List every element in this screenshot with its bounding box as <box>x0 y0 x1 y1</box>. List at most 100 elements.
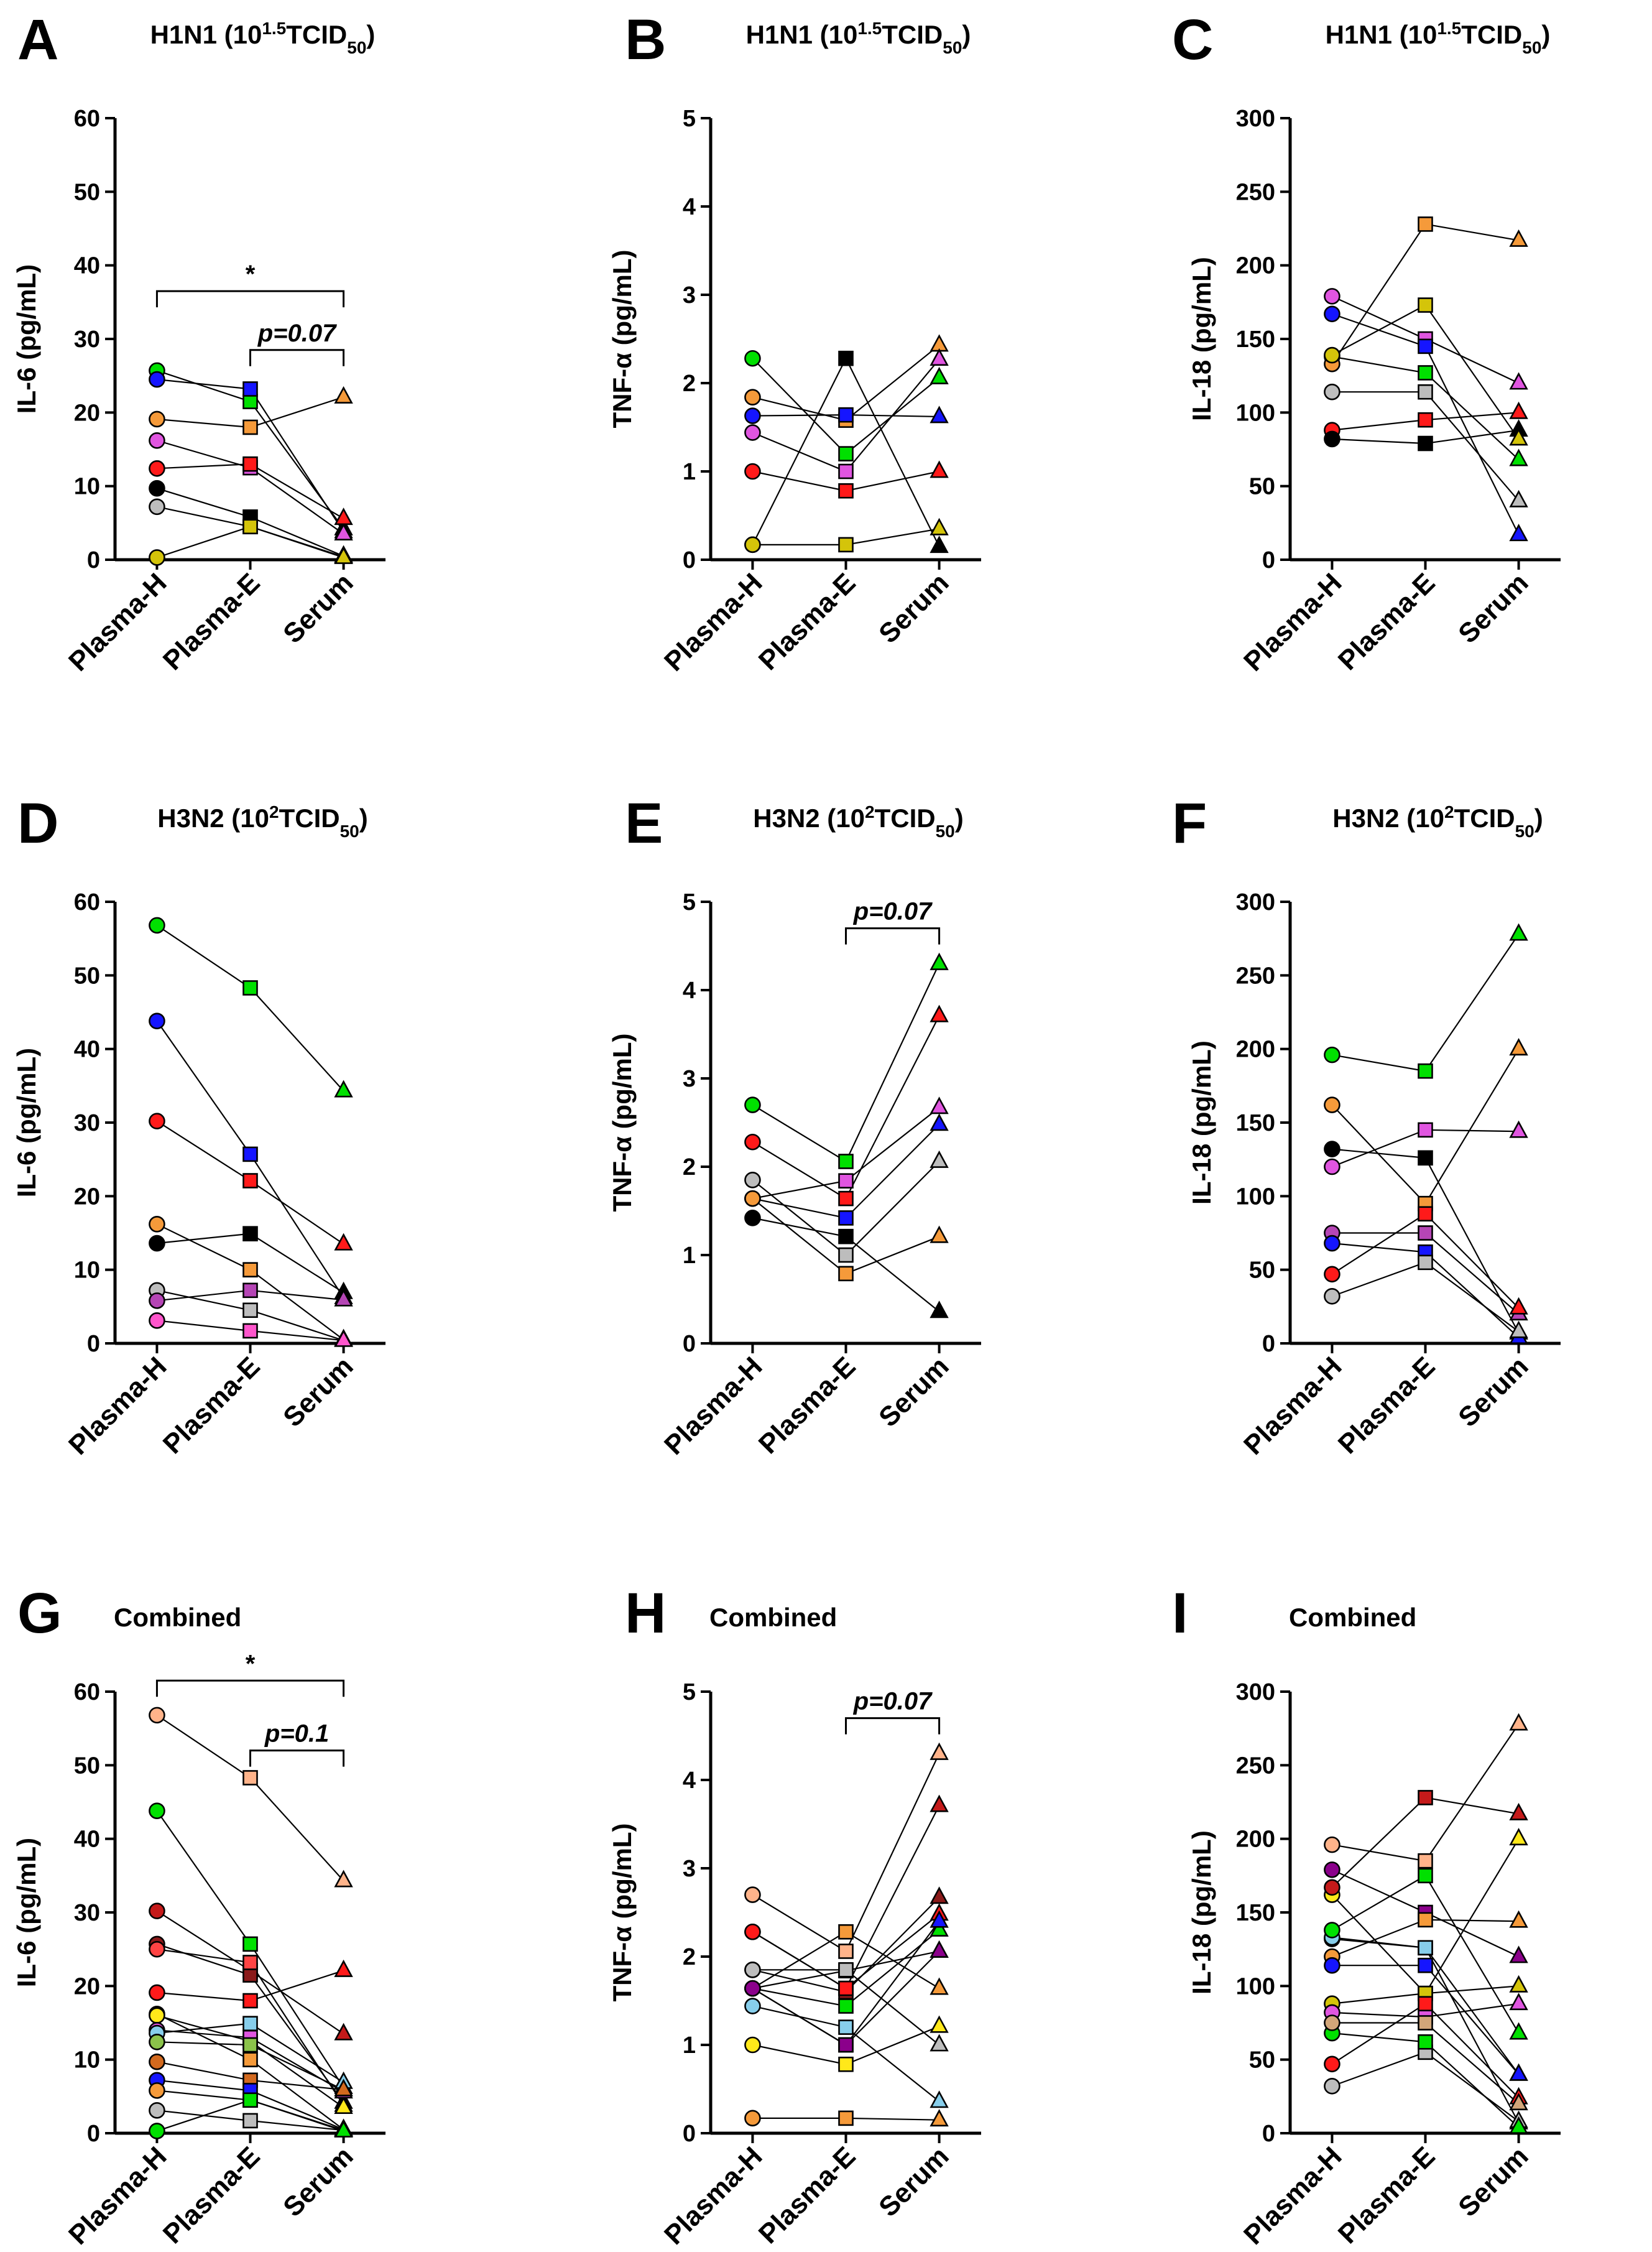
y-tick-label: 20 <box>74 400 100 426</box>
y-tick-label: 100 <box>1236 400 1275 426</box>
data-point-plasma-h <box>744 389 761 406</box>
y-tick-label: 0 <box>87 547 100 573</box>
data-point-serum <box>1509 448 1528 466</box>
data-point-plasma-e <box>1418 365 1433 381</box>
data-point-plasma-h <box>149 1312 165 1329</box>
significance-bracket <box>249 349 345 366</box>
data-point-serum <box>930 405 949 424</box>
x-tick-label: Plasma-E <box>157 2141 266 2250</box>
data-point-plasma-e <box>242 1936 258 1952</box>
data-point-serum <box>930 2034 949 2052</box>
chart-title: H3N2 (102TCID50) <box>157 802 368 841</box>
data-point-serum <box>334 386 353 404</box>
y-tick-label: 5 <box>683 106 696 132</box>
data-point-plasma-e <box>242 1173 258 1189</box>
y-tick-label: 30 <box>74 1900 100 1926</box>
data-point-plasma-e <box>838 1228 854 1244</box>
x-tick-label: Serum <box>277 567 359 649</box>
data-point-serum <box>1509 1993 1528 2011</box>
data-point-plasma-e <box>838 1154 854 1169</box>
data-point-serum <box>334 507 353 526</box>
data-point-plasma-e <box>242 1770 258 1786</box>
data-point-plasma-h <box>1324 1046 1341 1063</box>
chart-title-part: 50 <box>1515 822 1534 841</box>
significance-label: p=0.07 <box>853 898 933 925</box>
chart-title: Combined <box>709 1603 837 1632</box>
data-point-plasma-e <box>838 1173 854 1189</box>
data-point-serum <box>930 1096 949 1114</box>
data-point-plasma-h <box>149 2102 165 2119</box>
y-tick-label: 200 <box>1236 1037 1275 1063</box>
x-tick-label: Serum <box>277 1351 359 1432</box>
chart-title-part: ) <box>962 20 971 49</box>
x-tick-label: Plasma-E <box>1332 2141 1441 2250</box>
series-line <box>752 1753 940 1953</box>
x-tick-label: Serum <box>873 2141 954 2222</box>
y-tick-label: 0 <box>683 547 696 573</box>
data-point-plasma-e <box>1418 338 1433 354</box>
y-tick-label: 3 <box>683 1856 696 1882</box>
y-tick-label: 4 <box>683 194 696 220</box>
significance-label: p=0.07 <box>853 1688 933 1715</box>
chart-title-part: ) <box>366 20 375 49</box>
data-point-plasma-h <box>149 2007 165 2024</box>
chart-title-part: TCID <box>279 804 340 833</box>
y-tick-label: 0 <box>1262 1331 1275 1357</box>
y-tick-label: 250 <box>1236 963 1275 989</box>
chart-title: H3N2 (102TCID50) <box>1332 802 1543 841</box>
chart-title-part: 1.5 <box>262 19 286 38</box>
panel-letter: D <box>17 792 58 855</box>
x-tick-label: Serum <box>1452 567 1534 649</box>
series-line <box>156 1223 344 1340</box>
chart-title: H1N1 (101.5TCID50) <box>150 19 376 57</box>
y-tick-label: 150 <box>1236 1110 1275 1136</box>
data-point-plasma-e <box>838 1944 854 1959</box>
data-point-plasma-e <box>838 2110 854 2126</box>
data-point-serum <box>1509 524 1528 542</box>
data-point-serum <box>1509 1802 1528 1820</box>
data-point-plasma-e <box>1418 1868 1433 1884</box>
chart-title-part: H1N1 (10 <box>1326 20 1437 49</box>
panel-letter: F <box>1172 792 1207 855</box>
y-axis-label: TNF-α (pg/mL) <box>607 249 637 428</box>
data-point-plasma-e <box>242 2092 258 2108</box>
chart-title-part: ) <box>359 804 368 833</box>
data-point-plasma-h <box>744 1133 761 1151</box>
x-tick-label: Plasma-H <box>1238 567 1347 677</box>
y-tick-label: 1 <box>683 459 696 485</box>
significance-bracket <box>155 290 345 308</box>
data-point-plasma-e <box>1418 1122 1433 1138</box>
data-point-plasma-e <box>1418 435 1433 452</box>
x-tick-label: Plasma-H <box>63 567 172 677</box>
data-point-serum <box>1509 2022 1528 2040</box>
data-point-serum <box>930 1150 949 1168</box>
y-axis-label: IL-18 (pg/mL) <box>1187 1040 1216 1205</box>
series-line <box>1332 1261 1520 1332</box>
chart-title: Combined <box>114 1603 241 1632</box>
y-tick-label: 50 <box>1249 1258 1275 1284</box>
y-tick-label: 2 <box>683 371 696 397</box>
data-point-plasma-e <box>242 2052 258 2067</box>
y-tick-label: 50 <box>1249 474 1275 500</box>
data-point-serum <box>930 1300 949 1318</box>
data-point-serum <box>1509 1038 1528 1056</box>
data-point-plasma-e <box>1418 1063 1433 1079</box>
y-tick-label: 50 <box>74 1753 100 1779</box>
data-point-plasma-e <box>838 463 854 480</box>
data-point-plasma-h <box>149 2053 165 2070</box>
chart-title-part: 50 <box>943 38 962 57</box>
chart-title-part: H3N2 (10 <box>157 804 269 833</box>
x-tick-label: Plasma-H <box>658 2141 768 2250</box>
data-point-plasma-e <box>838 1962 854 1978</box>
chart-title: Combined <box>1289 1603 1416 1632</box>
data-point-plasma-e <box>242 519 258 535</box>
data-point-plasma-h <box>744 1962 761 1978</box>
y-tick-label: 100 <box>1236 1973 1275 1999</box>
chart-title-part: TCID <box>286 20 347 49</box>
data-point-plasma-h <box>744 463 761 480</box>
data-point-plasma-e <box>1418 216 1433 232</box>
chart-title-part: TCID <box>882 20 943 49</box>
data-point-serum <box>334 2078 353 2097</box>
data-point-serum <box>1509 401 1528 419</box>
data-point-plasma-h <box>1324 1922 1341 1939</box>
